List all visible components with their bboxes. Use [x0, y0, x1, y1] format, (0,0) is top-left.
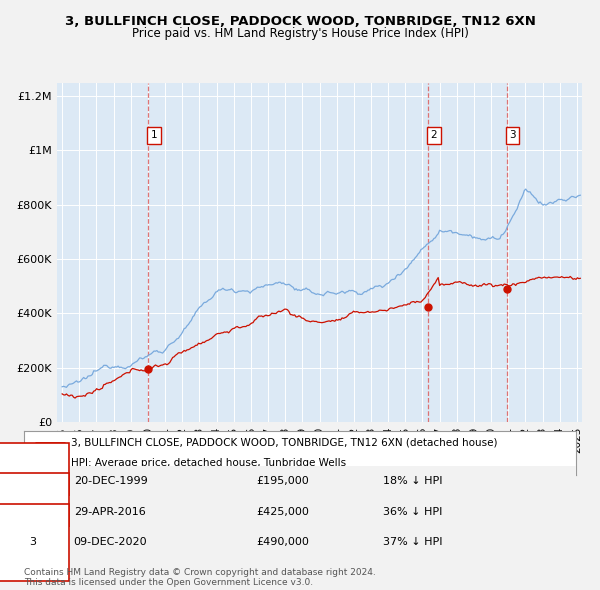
Text: 1: 1: [29, 476, 36, 486]
Text: 3: 3: [509, 130, 516, 140]
Text: 2: 2: [29, 507, 36, 516]
Text: Contains HM Land Registry data © Crown copyright and database right 2024.: Contains HM Land Registry data © Crown c…: [24, 568, 376, 577]
Text: This data is licensed under the Open Government Licence v3.0.: This data is licensed under the Open Gov…: [24, 578, 313, 587]
Text: Price paid vs. HM Land Registry's House Price Index (HPI): Price paid vs. HM Land Registry's House …: [131, 27, 469, 40]
Text: 20-DEC-1999: 20-DEC-1999: [74, 476, 148, 486]
Text: 37% ↓ HPI: 37% ↓ HPI: [383, 537, 442, 547]
Text: 3, BULLFINCH CLOSE, PADDOCK WOOD, TONBRIDGE, TN12 6XN: 3, BULLFINCH CLOSE, PADDOCK WOOD, TONBRI…: [65, 15, 535, 28]
Text: 29-APR-2016: 29-APR-2016: [74, 507, 145, 516]
Text: £425,000: £425,000: [256, 507, 309, 516]
Text: 1: 1: [151, 130, 157, 140]
Text: 09-DEC-2020: 09-DEC-2020: [74, 537, 148, 547]
Text: 3, BULLFINCH CLOSE, PADDOCK WOOD, TONBRIDGE, TN12 6XN (detached house): 3, BULLFINCH CLOSE, PADDOCK WOOD, TONBRI…: [71, 438, 497, 448]
Text: 18% ↓ HPI: 18% ↓ HPI: [383, 476, 442, 486]
Text: 2: 2: [431, 130, 437, 140]
Text: 3: 3: [29, 537, 36, 547]
Text: 36% ↓ HPI: 36% ↓ HPI: [383, 507, 442, 516]
Text: HPI: Average price, detached house, Tunbridge Wells: HPI: Average price, detached house, Tunb…: [71, 458, 346, 468]
Text: £195,000: £195,000: [256, 476, 308, 486]
Text: £490,000: £490,000: [256, 537, 309, 547]
